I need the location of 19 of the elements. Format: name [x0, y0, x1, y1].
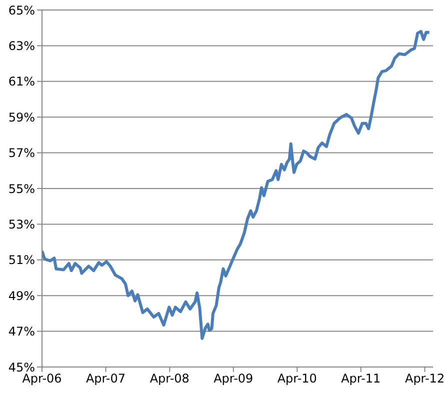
y-tick-label: 65%: [8, 3, 35, 18]
y-tick-label: 47%: [8, 324, 35, 339]
x-tick-label: Apr-10: [277, 372, 317, 386]
x-tick-label: Apr-12: [404, 372, 445, 386]
y-tick-label: 55%: [8, 182, 35, 196]
x-tick-label: Apr-07: [86, 372, 126, 386]
y-tick-label: 49%: [8, 288, 35, 303]
x-tick-label: Apr-09: [214, 372, 254, 386]
y-tick-label: 53%: [8, 217, 35, 232]
y-tick-label: 63%: [8, 38, 35, 53]
y-tick-label: 45%: [8, 360, 35, 374]
y-tick-label: 61%: [8, 74, 35, 89]
line-series: [42, 30, 431, 340]
x-tick-label: Apr-06: [22, 372, 62, 386]
y-tick-label: 59%: [8, 110, 35, 124]
x-tick-label: Apr-08: [150, 372, 190, 386]
x-tick-label: Apr-11: [341, 372, 381, 386]
y-tick-label: 51%: [8, 253, 35, 268]
y-tick-label: 57%: [8, 146, 35, 160]
